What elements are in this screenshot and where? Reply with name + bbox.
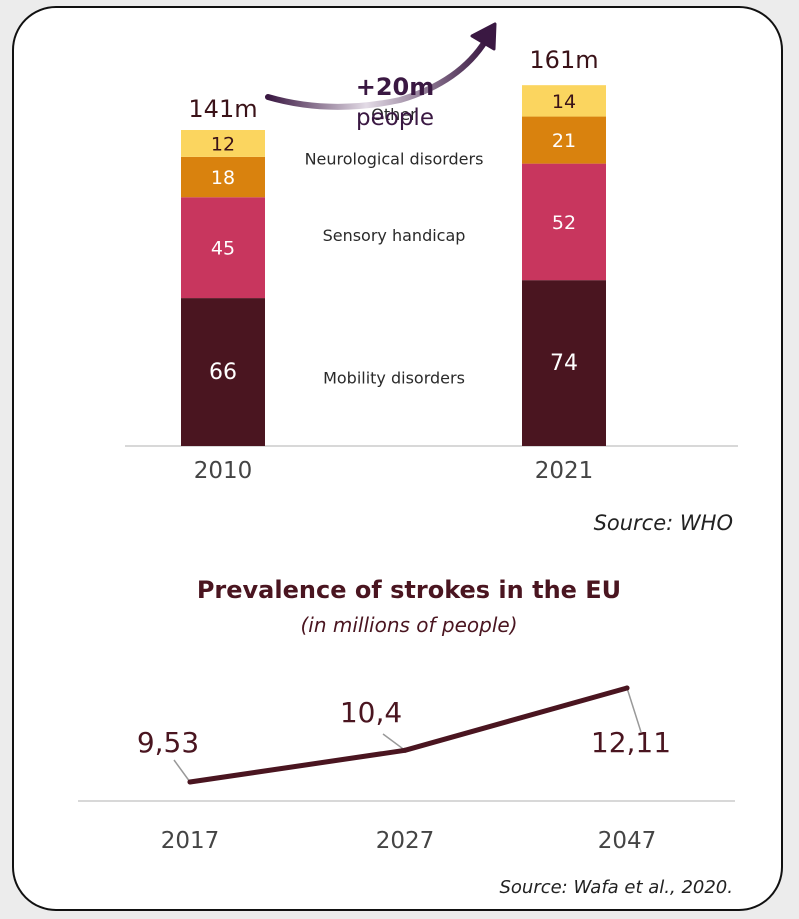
growth-arrow-head	[470, 22, 497, 51]
bar-sensory-handicap-2021	[522, 163, 606, 281]
series-label-other: Other	[371, 105, 417, 124]
growth-amount-label: +20m	[356, 73, 435, 101]
line-value-labels: 9,53 10,4 12,11	[137, 696, 671, 759]
line-point-2047	[624, 685, 630, 691]
line-x-tick-2047: 2047	[598, 828, 657, 854]
value-label-sensory-handicap-2010: 45	[211, 238, 235, 260]
line-x-tick-2027: 2027	[376, 828, 435, 854]
source-who: Source: WHO	[594, 511, 733, 535]
value-label-other-2010: 12	[211, 133, 235, 155]
infographic-card	[12, 6, 783, 911]
value-label-sensory-handicap-2021: 52	[552, 212, 576, 234]
line-point-2027	[402, 747, 408, 753]
chart-title: Prevalence of strokes in the EU	[197, 576, 621, 604]
line-chart: Prevalence of strokes in the EU (in mill…	[78, 576, 735, 898]
line-value-label-2047: 12,11	[591, 726, 671, 759]
x-tick-2010: 2010	[194, 458, 253, 484]
series-label-mobility-disorders: Mobility disorders	[323, 369, 465, 388]
bar-sensory-handicap-2010	[181, 197, 265, 299]
total-label-2021: 161m	[529, 46, 598, 74]
value-label-mobility-disorders-2010: 66	[209, 360, 237, 385]
leader-lines	[173, 687, 642, 783]
leader-line-2027	[382, 733, 406, 751]
line-x-ticks: 2017 2027 2047	[161, 828, 657, 854]
value-label-neurological-disorders-2021: 21	[552, 130, 576, 152]
stroke-prevalence-line	[187, 685, 630, 785]
bar-mobility-disorders-2021	[522, 280, 606, 446]
growth-arrow	[265, 37, 489, 110]
leader-line-2017	[173, 759, 191, 783]
value-label-mobility-disorders-2021: 74	[550, 351, 578, 376]
bar-segments: 66 45 18 12 74 52 21 14	[181, 85, 606, 446]
value-label-other-2021: 14	[552, 91, 576, 113]
x-tick-2021: 2021	[535, 458, 594, 484]
bar-neurological-disorders-2021	[522, 116, 606, 164]
bar-other-2021	[522, 85, 606, 117]
value-label-neurological-disorders-2010: 18	[211, 167, 235, 189]
bar-mobility-disorders-2010	[181, 298, 265, 446]
series-label-sensory-handicap: Sensory handicap	[323, 226, 466, 245]
source-wafa: Source: Wafa et al., 2020.	[499, 877, 733, 898]
stacked-bar-chart: 66 45 18 12 74 52 21 14 Mobility disorders Senso…	[125, 22, 738, 535]
bar-neurological-disorders-2010	[181, 156, 265, 198]
leader-line-2047	[626, 687, 642, 733]
series-label-neurological-disorders: Neurological disorders	[305, 150, 484, 169]
chart-subtitle: (in millions of people)	[300, 613, 517, 637]
total-label-2010: 141m	[188, 95, 257, 123]
growth-people-label: people	[356, 105, 434, 131]
line-points	[187, 685, 630, 785]
line-value-label-2027: 10,4	[340, 696, 402, 729]
line-x-tick-2017: 2017	[161, 828, 220, 854]
series-labels: Mobility disorders Sensory handicap Neurol…	[305, 105, 484, 387]
bar-other-2010	[181, 130, 265, 157]
line-value-label-2017: 9,53	[137, 726, 199, 759]
line-point-2017	[187, 779, 193, 785]
